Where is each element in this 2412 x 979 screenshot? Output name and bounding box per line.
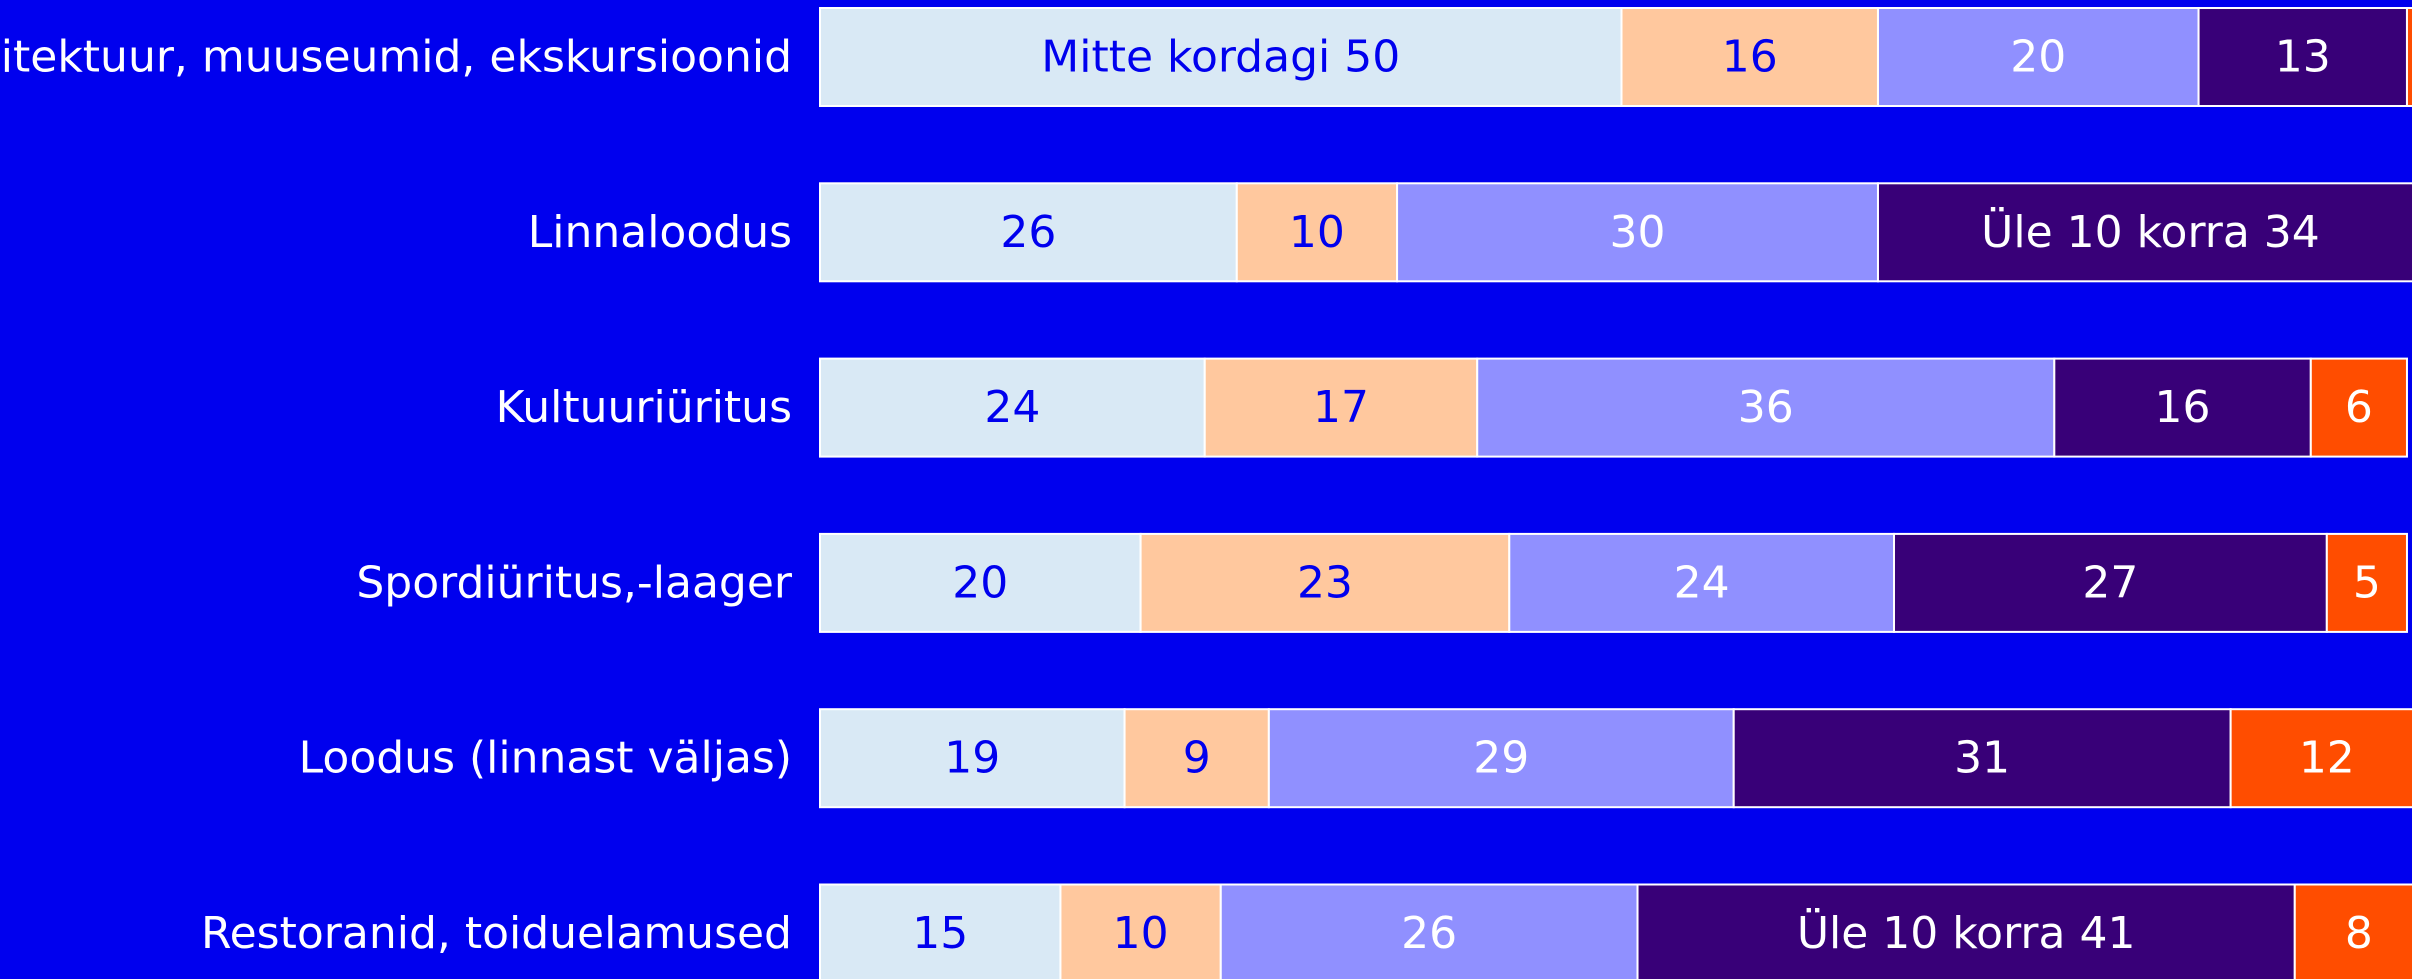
value-label: Üle 10 korra 41: [1797, 907, 2136, 959]
category-label: Arhitektuur, muuseumid, ekskursioonid: [0, 32, 792, 83]
bar-segment: [1219, 883, 1639, 979]
value-label: 12: [2299, 733, 2355, 784]
value-label: 27: [2082, 557, 2138, 608]
bar-segment: [1267, 708, 1735, 809]
bar-segment: [819, 182, 1238, 283]
bar-segment: [819, 708, 1126, 809]
bar-segment: [1396, 182, 1879, 283]
value-label: 17: [1313, 382, 1369, 433]
bar-segment: [1476, 357, 2056, 458]
value-label: 26: [1000, 207, 1056, 258]
value-label: 26: [1401, 908, 1457, 959]
value-label: 8: [2345, 908, 2373, 959]
value-label: 10: [1113, 908, 1169, 959]
category-label: Linnaloodus: [528, 207, 792, 258]
bar-segment: [2325, 532, 2408, 633]
value-label: 6: [2345, 382, 2373, 433]
value-label: 19: [944, 733, 1000, 784]
bar-segment: [2197, 7, 2408, 107]
value-label: Üle 10 korra 34: [1981, 206, 2320, 258]
bar-segment: [1123, 708, 1270, 809]
value-label: 15: [912, 908, 968, 959]
bar-segment: [1732, 708, 2232, 809]
bar-segment: [1139, 532, 1511, 633]
value-label: Mitte kordagi 50: [1041, 32, 1400, 83]
value-label: 5: [2353, 557, 2381, 608]
value-label: 29: [1473, 733, 1529, 784]
bar-segment: [1876, 182, 2412, 283]
value-label: 9: [1183, 733, 1211, 784]
value-label: 24: [984, 382, 1040, 433]
value-label: 20: [2010, 32, 2066, 83]
value-label: 24: [1674, 557, 1730, 608]
bar-segment: [2293, 883, 2412, 979]
bar-segment: [2229, 708, 2412, 809]
value-label: 36: [1738, 382, 1794, 433]
bar-segment: [819, 7, 1623, 107]
bar-segment: [1203, 357, 1479, 458]
value-label: 31: [1954, 733, 2010, 784]
category-label: Spordiüritus,-laager: [356, 557, 793, 608]
bar-segment: [2309, 357, 2408, 458]
bar-segment: [2405, 7, 2412, 107]
value-label: 13: [2275, 32, 2331, 83]
value-label: 16: [1722, 32, 1778, 83]
bar-segment: [1636, 883, 2296, 979]
category-label: Loodus (linnast väljas): [299, 733, 792, 784]
bar-segment: [2053, 357, 2312, 458]
bar-segment: [1893, 532, 2328, 633]
value-label: 16: [2155, 382, 2211, 433]
category-label: Restoranid, toiduelamused: [201, 908, 792, 959]
bar-segment: [819, 883, 1062, 979]
bar-segment: [819, 532, 1142, 633]
value-label: 10: [1289, 207, 1345, 258]
bar-segment: [1235, 182, 1399, 283]
bar-segment: [1059, 883, 1222, 979]
bar-segment: [1876, 7, 2200, 107]
value-label: 23: [1297, 557, 1353, 608]
bar-segment: [1620, 7, 1879, 107]
value-label: 20: [952, 557, 1008, 608]
value-label: 30: [1610, 207, 1666, 258]
category-label: Kultuuriüritus: [496, 382, 792, 433]
